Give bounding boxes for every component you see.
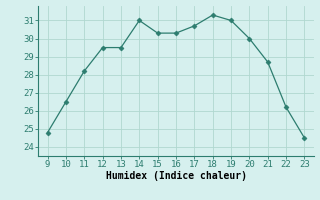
- X-axis label: Humidex (Indice chaleur): Humidex (Indice chaleur): [106, 171, 246, 181]
